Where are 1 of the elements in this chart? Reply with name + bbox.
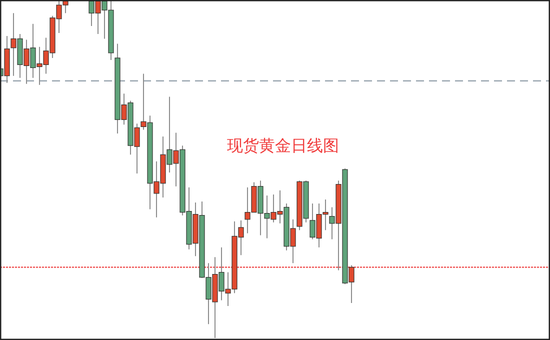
text: 现货黄金日线图: [227, 136, 339, 155]
